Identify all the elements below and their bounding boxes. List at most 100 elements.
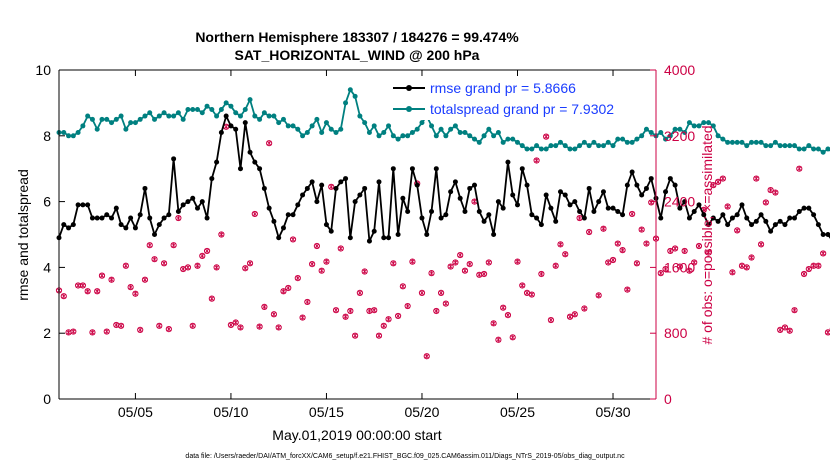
obs-possible-point: [347, 307, 354, 315]
obs-assimilated-point: [66, 329, 72, 335]
obs-assimilated-point: [715, 179, 721, 185]
obs-possible-point: [514, 258, 521, 265]
rmse-point: [534, 215, 540, 221]
rmse-point: [156, 222, 162, 228]
obs-possible-point: [566, 313, 574, 320]
y-tick-left-label: 6: [43, 194, 51, 210]
obs-possible-point: [433, 307, 440, 315]
rmse-point: [629, 169, 635, 175]
obs-possible-point: [132, 290, 139, 297]
x-axis-label: May.01,2019 00:00:00 start: [272, 427, 442, 443]
rmse-point: [195, 205, 201, 211]
obs-possible-point: [270, 311, 278, 318]
rmse-point: [677, 205, 683, 211]
obs-assimilated-point: [433, 308, 439, 314]
obs-possible-point: [805, 265, 812, 273]
obs-possible-point: [643, 240, 650, 247]
rmse-point: [811, 212, 817, 218]
totalspread-point: [89, 116, 95, 122]
obs-possible-point: [60, 293, 67, 300]
obs-possible-point: [184, 264, 192, 271]
obs-possible-point: [246, 260, 254, 267]
rmse-point: [538, 222, 544, 228]
totalspread-point: [290, 123, 296, 129]
obs-possible-point: [686, 267, 693, 274]
obs-possible-point: [562, 251, 569, 258]
obs-assimilated-point: [166, 326, 172, 332]
obs-assimilated-point: [543, 134, 549, 140]
obs-assimilated-point: [386, 316, 392, 322]
obs-assimilated-point: [658, 270, 664, 276]
obs-assimilated-point: [89, 329, 95, 335]
rmse-point: [510, 192, 516, 198]
obs-possible-point: [662, 265, 669, 273]
obs-assimilated-point: [319, 268, 325, 274]
obs-possible-point: [543, 133, 550, 140]
totalspread-point: [710, 123, 716, 129]
totalspread-point: [276, 120, 282, 126]
obs-assimilated-point: [85, 288, 91, 294]
legend-spread-label: totalspread grand pr = 7.9302: [430, 101, 614, 117]
obs-assimilated-point: [787, 328, 793, 334]
rmse-point: [352, 199, 358, 205]
obs-assimilated-point: [128, 284, 134, 290]
totalspread-point: [772, 139, 778, 145]
obs-possible-point: [203, 247, 211, 255]
totalspread-point: [352, 93, 358, 99]
rmse-point: [390, 166, 396, 172]
obs-possible-point: [480, 270, 488, 278]
rmse-point: [223, 113, 229, 119]
obs-assimilated-point: [424, 353, 430, 359]
obs-assimilated-point: [500, 305, 506, 311]
obs-possible-point: [98, 272, 106, 279]
obs-assimilated-point: [333, 307, 339, 313]
obs-assimilated-point: [266, 140, 272, 146]
obs-possible-point: [552, 262, 559, 269]
obs-possible-point: [318, 267, 325, 274]
obs-possible-point: [409, 258, 416, 265]
rmse-point: [749, 222, 755, 228]
obs-possible-point: [672, 245, 679, 252]
obs-possible-point: [767, 186, 774, 194]
y-tick-left-label: 2: [43, 325, 51, 341]
obs-possible-point: [504, 312, 512, 319]
totalspread-point: [66, 133, 72, 139]
obs-assimilated-point: [238, 324, 243, 330]
rmse-point: [104, 212, 110, 218]
totalspread-point: [386, 123, 392, 129]
rmse-point: [457, 195, 463, 201]
totalspread-point: [70, 133, 76, 139]
obs-assimilated-point: [567, 314, 573, 320]
obs-assimilated-point: [663, 266, 669, 272]
rmse-point: [796, 208, 802, 214]
legend: rmse grand pr = 5.8666 totalspread grand…: [388, 76, 646, 120]
totalspread-point: [242, 106, 248, 112]
rmse-point: [624, 182, 630, 188]
obs-assimilated-point: [171, 242, 177, 248]
totalspread-point: [529, 146, 535, 152]
rmse-point: [729, 215, 735, 221]
obs-assimilated-point: [553, 263, 559, 269]
obs-assimilated-point: [720, 176, 726, 182]
totalspread-point: [223, 100, 229, 106]
rmse-point: [233, 126, 239, 132]
obs-assimilated-point: [524, 290, 530, 296]
rmse-point: [491, 232, 497, 237]
totalspread-point: [285, 123, 291, 129]
obs-assimilated-point: [620, 247, 626, 253]
rmse-point: [242, 120, 248, 126]
totalspread-point: [729, 139, 735, 145]
obs-possible-point: [189, 322, 196, 329]
totalspread-point: [658, 130, 664, 136]
obs-possible-point: [657, 270, 664, 277]
obs-possible-point: [796, 165, 803, 172]
obs-assimilated-point: [300, 315, 306, 321]
obs-possible-point: [753, 175, 760, 182]
rmse-point: [424, 232, 430, 237]
rmse-point: [89, 215, 95, 221]
obs-possible-point: [614, 240, 621, 247]
totalspread-point: [328, 126, 334, 132]
totalspread-point: [519, 143, 525, 149]
rmse-point: [433, 166, 439, 172]
